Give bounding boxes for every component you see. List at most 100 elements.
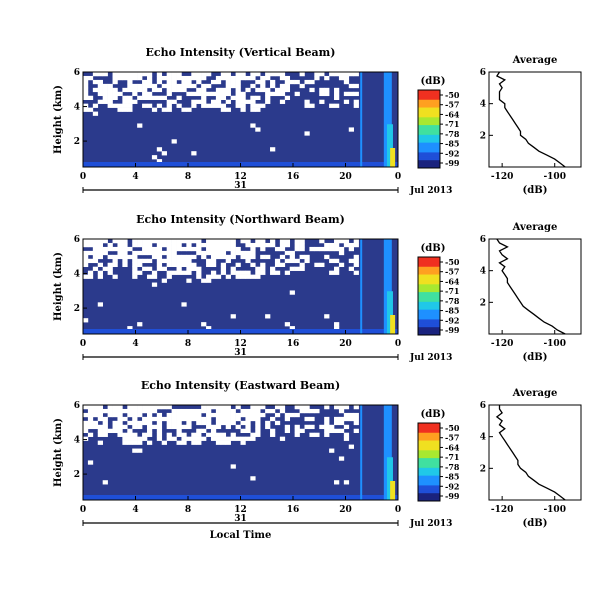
heatmap-cell-nodata [146, 258, 153, 264]
heatmap-cell-nodata [122, 408, 128, 414]
heatmap-cell-nodata [215, 75, 222, 81]
heatmap-cell-nodata [92, 424, 99, 430]
heatmap-cell-nodata [245, 75, 251, 81]
heatmap-cell-nodata [206, 412, 212, 418]
heatmap-cell-nodata [122, 75, 128, 81]
heatmap-cell-nodata [132, 420, 138, 426]
heatmap-cell-nodata [215, 246, 222, 252]
heatmap-cell-nodata [274, 72, 281, 77]
heatmap-cell-nodata [171, 83, 177, 89]
heatmap-cell-nodata [215, 408, 222, 414]
heatmap-cell-nodata [206, 91, 212, 97]
heatmap-cell-nodata [83, 428, 89, 434]
heatmap-cell-nodata [166, 254, 172, 260]
heatmap-cell-nodata [353, 83, 359, 89]
heatmap-cell-nodata [338, 408, 345, 414]
colorbar-segment [418, 264, 440, 268]
heatmap-cell-nodata [338, 428, 345, 434]
heatmap-cell-nodata [235, 103, 241, 108]
heatmap-cell-nodata [230, 408, 236, 414]
heatmap-cell-nodata [146, 408, 153, 414]
heatmap-cell-nodata [304, 405, 310, 410]
colorbar-segment [418, 428, 440, 432]
heatmap-cell-nodata [245, 412, 251, 418]
profile-x-tick-label: -100 [543, 505, 566, 515]
profile-y-tick-label: 4 [480, 433, 486, 443]
colorbar-segment [418, 132, 440, 136]
heatmap-cell-nodata [250, 405, 256, 410]
heatmap-cell-nodata [329, 72, 335, 77]
heatmap-cell-nodata [353, 91, 359, 97]
heatmap-cell-nodata [97, 274, 103, 279]
heatmap-cell-nodata [348, 72, 355, 77]
heatmap-cell-nodata [142, 95, 148, 101]
heatmap-cell-nodata [122, 416, 128, 422]
x-tick-label: 8 [185, 172, 191, 182]
heatmap-cell-nodata [191, 91, 197, 97]
heatmap-cell-nodata [260, 270, 266, 275]
heatmap-cell-nodata [206, 326, 212, 331]
heatmap-cell-nodata [102, 239, 108, 244]
heatmap-cell-nodata [279, 91, 286, 97]
colorbar-segment [418, 142, 440, 145]
heatmap-cell-nodata [97, 239, 103, 244]
colorbar-segment [418, 315, 440, 318]
heatmap-cell-nodata [334, 416, 340, 422]
heatmap-cell-nodata [250, 246, 256, 252]
heatmap-cell-nodata [117, 250, 123, 256]
heatmap-cell-nodata [240, 408, 246, 414]
heatmap-cell-nodata [215, 424, 222, 430]
heatmap-cell-nodata [196, 250, 202, 256]
heatmap-cell-nodata [151, 282, 158, 287]
colorbar-segment [418, 97, 440, 101]
colorbar-segment [418, 481, 440, 484]
colorbar-tick-label: -64 [445, 109, 460, 119]
heatmap-cell-nodata [161, 151, 167, 156]
heatmap-cell-nodata [255, 107, 261, 112]
heatmap-cell-nodata [107, 87, 113, 93]
heatmap-cell-nodata [353, 428, 359, 434]
heatmap-cell-nodata [215, 440, 222, 445]
heatmap-cell-nodata [186, 420, 192, 426]
heatmap-cell-nodata [191, 408, 197, 414]
heatmap-cell-nodata [210, 254, 217, 260]
heatmap-cell-nodata [334, 95, 340, 101]
colorbar-segment [418, 432, 440, 436]
heatmap-cell-nodata [324, 75, 330, 81]
heatmap-cell-nodata [112, 258, 118, 264]
x-tick-label: 0 [395, 339, 401, 349]
heatmap-cell-nodata [255, 79, 261, 85]
colorbar-segment [418, 95, 440, 99]
heatmap-cell-nodata [210, 239, 217, 244]
heatmap-cell-nodata [225, 416, 231, 422]
heatmap-cell-nodata [146, 83, 153, 89]
heatmap-cell-nodata [353, 239, 359, 244]
heatmap-cell-nodata [146, 72, 153, 77]
colorbar-tick-label: -78 [445, 296, 460, 306]
heatmap-cell-nodata [171, 87, 177, 93]
heatmap-cell-nodata [171, 75, 177, 81]
heatmap-cell-nodata [334, 270, 340, 275]
heatmap-cell-nodata [132, 239, 138, 244]
heatmap-cell-nodata [176, 95, 182, 101]
heatmap-cell-nodata [279, 246, 286, 252]
heatmap-cell-nodata [156, 405, 163, 410]
heatmap-cell-nodata [196, 412, 202, 418]
profile-x-tick-label: -120 [491, 172, 514, 182]
colorbar-segment [418, 479, 440, 482]
heatmap-cell-nodata [230, 242, 236, 248]
heatmap-cell-nodata [107, 408, 113, 414]
heatmap-cell-nodata [250, 250, 256, 256]
heatmap-cell-nodata [176, 428, 182, 434]
heatmap-cell-nodata [260, 266, 266, 271]
heatmap-cell-nodata [176, 246, 182, 252]
heatmap-cell-nodata [97, 99, 103, 104]
heatmap-cell-nodata [87, 258, 94, 264]
heatmap-cell-nodata [334, 239, 340, 244]
heatmap-cell-nodata [289, 258, 295, 264]
heatmap-cell-nodata [151, 416, 158, 422]
heatmap-cell-nodata [117, 420, 123, 426]
heatmap-cell-nodata [146, 75, 153, 81]
heatmap-cell-nodata [97, 428, 103, 434]
month-label: Jul 2013 [409, 353, 452, 363]
